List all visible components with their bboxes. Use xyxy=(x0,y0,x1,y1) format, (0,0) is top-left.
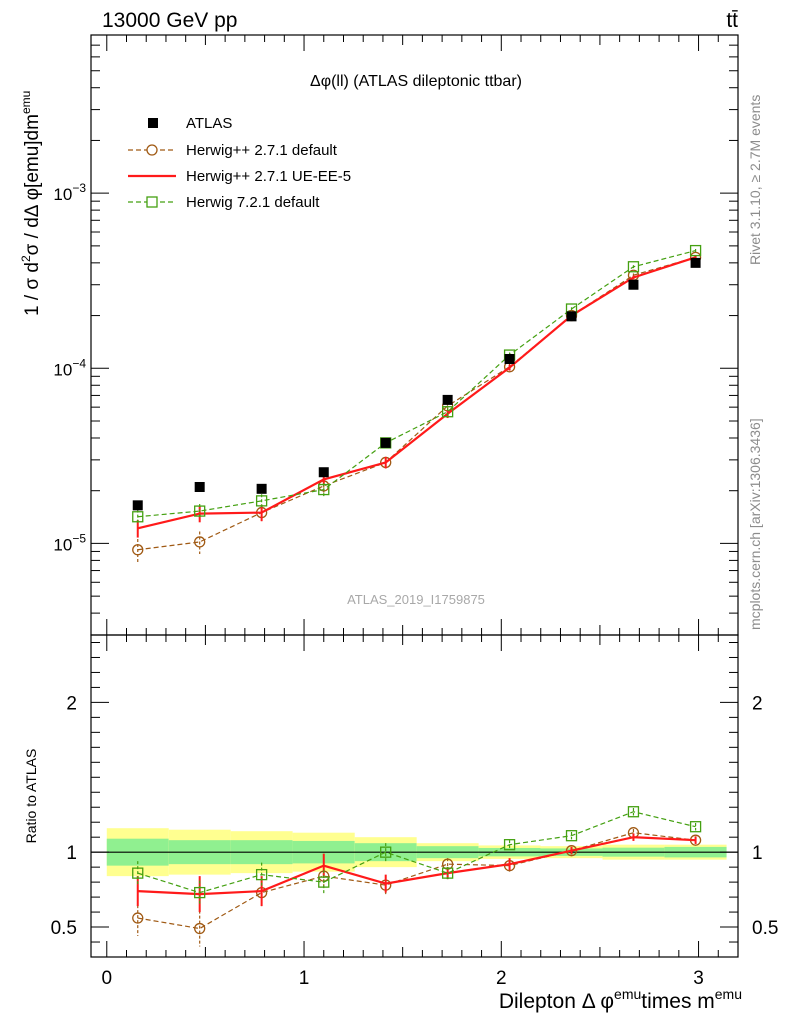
ratio-y-tick-label-right: 0.5 xyxy=(752,918,778,939)
ratio-frame xyxy=(90,634,739,958)
ratio-point-square xyxy=(441,867,454,879)
tick-exponent: −5 xyxy=(72,531,86,545)
ratio-point-square xyxy=(132,867,144,879)
ratio-ylabel: Ratio to ATLAS xyxy=(23,749,39,844)
ratio-data-layer xyxy=(91,806,738,947)
ratio-panel: 0.5 0.5 1 1 2 2 0 1 2 3 Ratio to ATLAS Dilepton Δ… xyxy=(23,634,778,1013)
xlabel-sup-1: emu xyxy=(614,986,641,1002)
legend-marker-atlas xyxy=(148,118,158,128)
watermark: ATLAS_2019_I1759875 xyxy=(347,592,485,607)
xlabel-sup-2: emu xyxy=(715,986,742,1002)
main-point-atlas xyxy=(256,483,267,494)
tick-base: 10 xyxy=(53,185,72,204)
main-point-square xyxy=(627,261,640,273)
legend-label: Herwig++ 2.7.1 UE-EE-5 xyxy=(186,168,351,185)
ratio-y-tick-label-right: 1 xyxy=(752,843,763,864)
main-point-square xyxy=(441,406,454,418)
legend-label: ATLAS xyxy=(186,115,232,132)
tick-exponent: −3 xyxy=(72,181,86,195)
mcplots-label: mcplots.cern.ch [arXiv:1306.3436] xyxy=(747,418,763,630)
main-ylabel-part-1: 1 / σ d xyxy=(22,262,43,316)
main-point-atlas xyxy=(132,500,143,511)
ratio-y-tick-label-left: 0.5 xyxy=(51,918,77,939)
main-ylabel-part-2: σ / dΔ φ[emu]dm xyxy=(22,114,43,255)
ratio-point-circle xyxy=(194,922,206,935)
main-point-circle xyxy=(194,536,206,548)
main-y-tick-label: 10−4 xyxy=(53,356,86,379)
ratio-point-square xyxy=(194,886,206,899)
ratio-series-line-1 xyxy=(137,836,696,896)
main-point-square xyxy=(194,505,206,517)
ratio-y-tick-label-left: 2 xyxy=(66,693,77,714)
ratio-xlabel: Dilepton Δ φemutimes memu xyxy=(499,986,742,1013)
main-point-atlas xyxy=(566,311,577,322)
main-series-line-1 xyxy=(137,256,696,551)
main-series-line-3 xyxy=(137,250,696,518)
main-title: Δφ(ll) (ATLAS dileptonic ttbar) xyxy=(310,73,522,90)
ratio-x-tick-label: 0 xyxy=(101,968,112,989)
header-left: 13000 GeV pp xyxy=(102,9,237,32)
main-axes: 10−510−410−3 xyxy=(53,34,738,636)
main-point-atlas xyxy=(504,353,515,364)
main-point-atlas xyxy=(194,481,205,492)
legend-label: Herwig++ 2.7.1 default xyxy=(186,142,338,159)
ratio-point-square xyxy=(565,830,578,842)
main-y-tick-label: 10−3 xyxy=(53,181,86,204)
ratio-series-line-0 xyxy=(137,832,696,930)
ratio-y-tick-label-left: 1 xyxy=(66,843,77,864)
main-point-square xyxy=(318,483,330,496)
main-point-circle xyxy=(132,544,144,556)
main-series-line-2 xyxy=(137,256,696,530)
ratio-point-circle xyxy=(132,912,144,924)
tick-exponent: −4 xyxy=(72,356,86,370)
ratio-x-tick-label: 1 xyxy=(299,968,310,989)
xlabel-part-1: Dilepton Δ φ xyxy=(499,990,614,1013)
xlabel-part-2: times m xyxy=(641,990,715,1013)
main-point-atlas xyxy=(380,437,391,448)
main-y-tick-label: 10−5 xyxy=(53,531,86,554)
main-point-square xyxy=(689,244,702,257)
header-right: tt̄ xyxy=(726,9,738,32)
ratio-point-square xyxy=(627,806,640,818)
legend-label: Herwig 7.2.1 default xyxy=(186,194,320,211)
main-ylabel-sup-emu: emu xyxy=(19,91,33,114)
ratio-x-tick-label: 3 xyxy=(693,968,704,989)
legend-marker-square xyxy=(146,196,158,208)
ratio-point-square xyxy=(503,839,516,851)
main-panel: 10−510−410−3 Δφ(ll) (ATLAS dileptonic tt… xyxy=(19,34,739,636)
legend: ATLAS Herwig++ 2.7.1 default Herwig++ 2.7.… xyxy=(128,115,351,211)
ratio-point-square xyxy=(255,868,268,881)
main-ylabel-sup-2: 2 xyxy=(19,255,33,262)
ratio-x-tick-label: 2 xyxy=(496,968,507,989)
tick-base: 10 xyxy=(53,535,72,554)
main-point-atlas xyxy=(690,257,701,268)
legend-marker-circle xyxy=(146,144,158,156)
main-data-layer xyxy=(132,244,702,563)
rivet-label: Rivet 3.1.10, ≥ 2.7M events xyxy=(747,95,763,265)
ratio-axes: 0.5 0.5 1 1 2 2 0 1 2 3 xyxy=(51,635,778,989)
main-point-square xyxy=(255,495,268,507)
main-point-square xyxy=(132,511,144,523)
ratio-point-square xyxy=(689,821,702,833)
main-point-atlas xyxy=(628,279,639,290)
ratio-point-square xyxy=(380,846,392,858)
main-point-atlas xyxy=(442,394,453,405)
ratio-point-square xyxy=(318,876,330,888)
main-point-atlas xyxy=(318,467,329,478)
main-ylabel: 1 / σ d2σ / dΔ φ[emu]dmemu xyxy=(19,91,43,316)
ratio-y-tick-label-right: 2 xyxy=(752,693,763,714)
ratio-series-line-2 xyxy=(137,811,696,894)
tick-base: 10 xyxy=(53,360,72,379)
